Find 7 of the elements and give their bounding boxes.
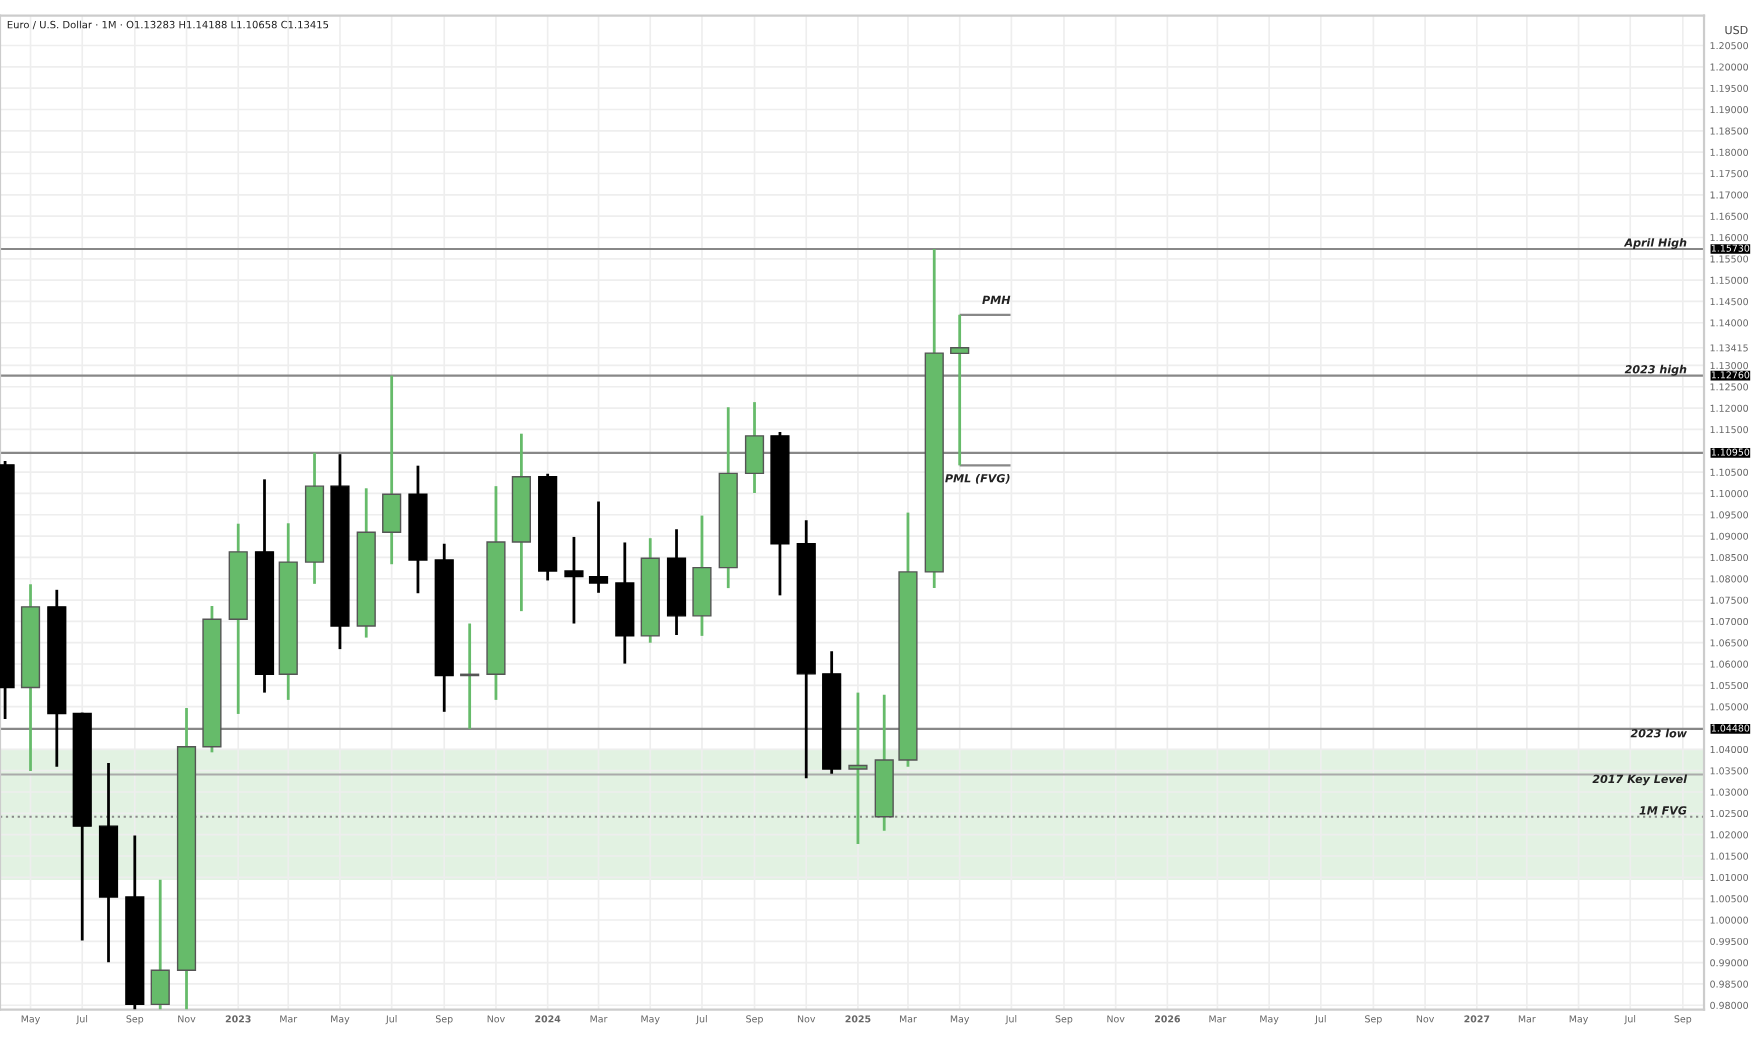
candlestick [588,500,609,595]
candlestick [150,878,170,1010]
candlestick [564,535,584,625]
candlestick [382,374,402,566]
candlestick [744,400,765,495]
candlestick [950,313,970,467]
candlestick [848,691,868,846]
